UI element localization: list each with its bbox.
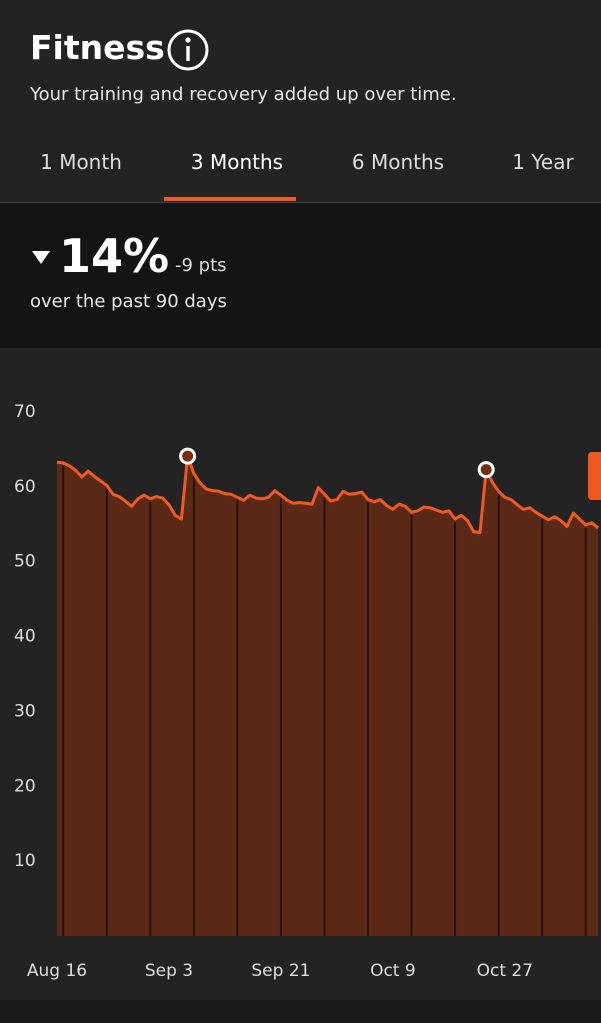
tab[interactable]: 6 Months: [351, 150, 445, 174]
y-tick-label: 10: [14, 851, 36, 871]
x-tick-label: Sep 3: [145, 961, 193, 981]
tab[interactable]: 1 Month: [40, 150, 122, 174]
subtitle: Your training and recovery added up over…: [30, 84, 457, 105]
tab[interactable]: 1 Year: [512, 150, 574, 174]
x-tick-label: Sep 21: [251, 961, 310, 981]
summary-panel: 14% -9 pts over the past 90 days: [0, 203, 601, 348]
divider: [0, 202, 601, 203]
highlight-point: [179, 447, 197, 465]
y-tick-label: 30: [14, 701, 36, 721]
title: Fitness: [30, 28, 165, 67]
tooltip-edge: [588, 452, 601, 500]
down-arrow: [32, 251, 50, 264]
x-tick-label: Aug 16: [27, 961, 87, 981]
period: over the past 90 days: [30, 291, 227, 312]
x-tick-label: Oct 27: [477, 961, 533, 981]
y-tick-label: 40: [14, 627, 36, 647]
active-indicator: [164, 197, 296, 201]
area: [57, 456, 599, 936]
y-tick-label: 20: [14, 776, 36, 796]
highlight-point: [477, 461, 495, 479]
y-tick-label: 70: [14, 402, 36, 422]
line: [56, 454, 600, 534]
x-tick-label: Oct 9: [370, 961, 416, 981]
y-tick-label: 50: [14, 552, 36, 572]
chart-bottom: [0, 1000, 601, 1023]
change: 14%: [59, 229, 170, 283]
points: -9 pts: [175, 255, 227, 276]
tab[interactable]: 3 Months: [190, 150, 284, 174]
y-tick-label: 60: [14, 477, 36, 497]
